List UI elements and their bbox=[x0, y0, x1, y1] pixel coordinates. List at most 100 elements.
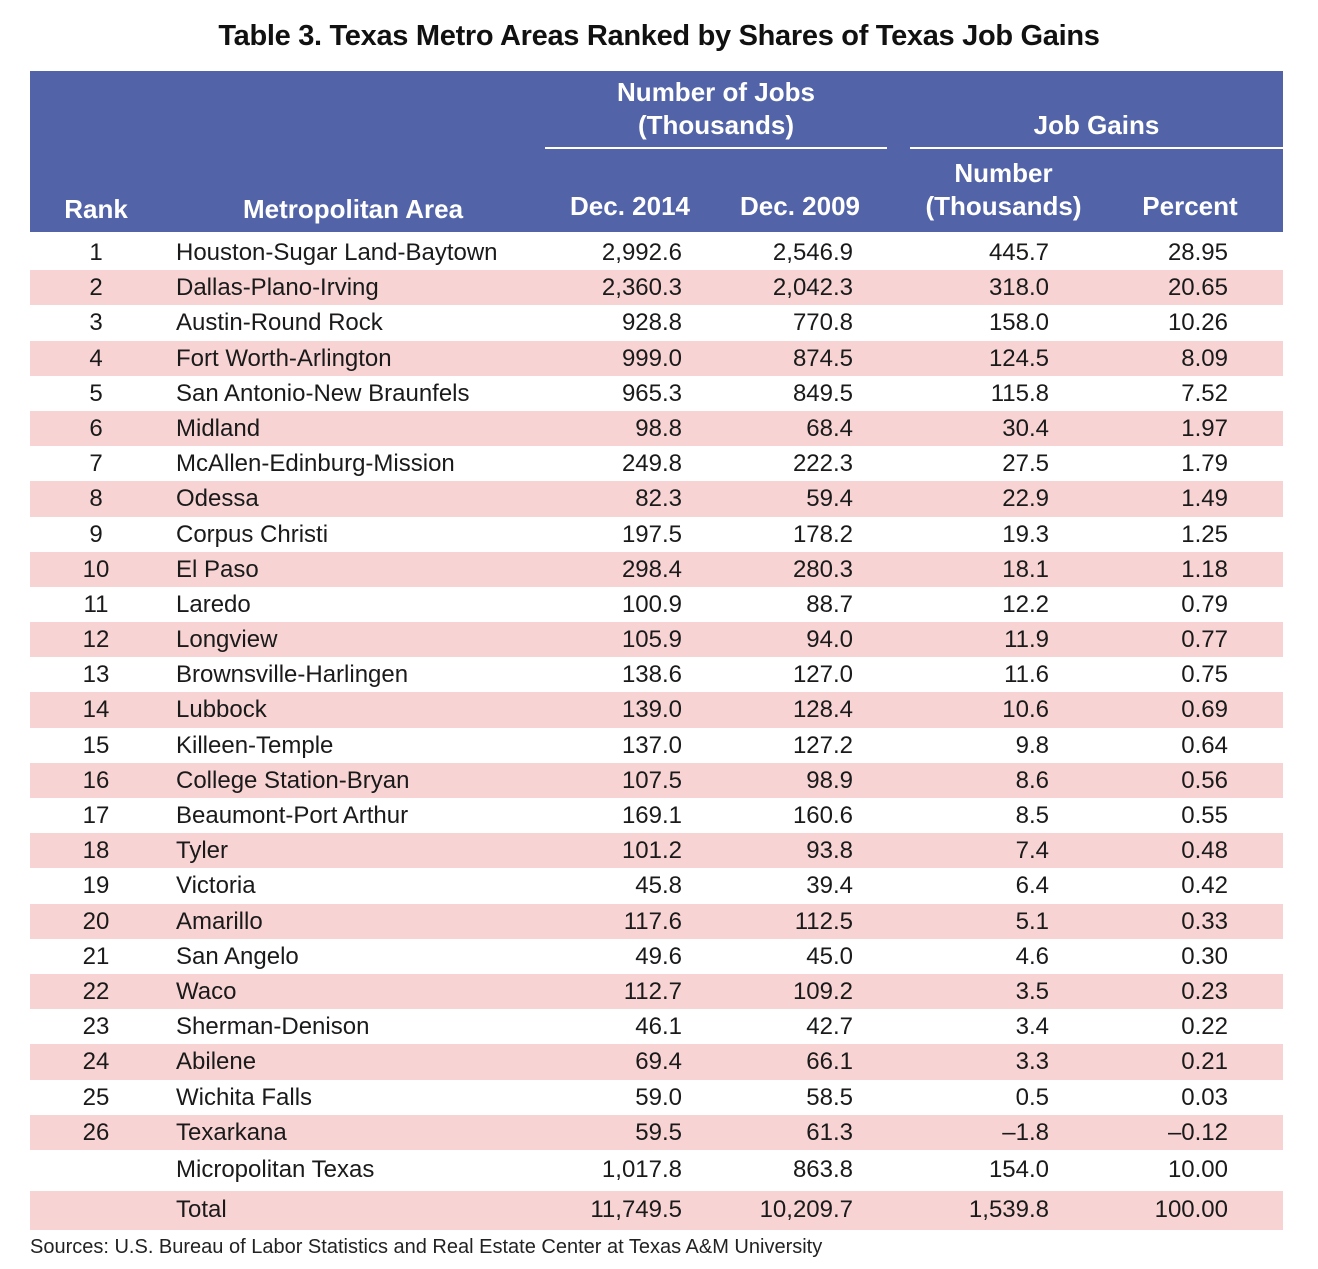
header-area: Metropolitan Area bbox=[242, 194, 464, 224]
rank-cell: 6 bbox=[89, 414, 103, 442]
gain-percent-cell: 1.25 bbox=[1181, 520, 1228, 548]
area-cell: Odessa bbox=[176, 485, 259, 513]
dec2009-cell: 849.5 bbox=[792, 379, 853, 407]
gain-number-cell: 154.0 bbox=[988, 1155, 1049, 1183]
rank-cell: 17 bbox=[82, 802, 110, 829]
dec2009-cell: 93.8 bbox=[806, 837, 853, 865]
table-row: 2 Dallas-Plano-Irving 2,360.3 2,042.3 318.0 2… bbox=[30, 270, 1283, 306]
header-percent: Percent bbox=[1142, 191, 1238, 221]
table-row: 5 San Antonio-New Braunfels 965.3 849.5 115.… bbox=[30, 376, 1283, 411]
gain-percent-cell: 1.18 bbox=[1181, 555, 1228, 583]
rank-cell: 15 bbox=[82, 731, 110, 759]
dec2014-cell: 2,360.3 bbox=[601, 274, 682, 302]
gain-percent-cell: 0.48 bbox=[1181, 837, 1228, 865]
gain-percent-cell: –0.12 bbox=[1167, 1118, 1228, 1146]
dec2009-cell: 128.4 bbox=[792, 696, 853, 724]
area-cell: Abilene bbox=[176, 1048, 257, 1076]
area-cell: Sherman-Denison bbox=[176, 1013, 370, 1041]
dec2014-cell: 59.0 bbox=[635, 1083, 682, 1111]
dec2009-cell: 45.0 bbox=[806, 942, 853, 970]
rank-cell: 7 bbox=[89, 450, 103, 478]
gain-percent-cell: 0.30 bbox=[1181, 942, 1228, 970]
rank-cell: 11 bbox=[83, 590, 109, 618]
dec2014-cell: 105.9 bbox=[621, 626, 682, 654]
header-rule-gains bbox=[910, 147, 1283, 149]
dec2009-cell: 280.3 bbox=[792, 555, 853, 583]
header-group-jobs-line2: (Thousands) bbox=[638, 110, 794, 140]
table-row: 13 Brownsville-Harlingen 138.6 127.0 11.6 0.7… bbox=[30, 657, 1283, 692]
dec2009-cell: 127.0 bbox=[792, 661, 853, 689]
table-row: 24 Abilene 69.4 66.1 3.3 0.21 bbox=[30, 1044, 1283, 1080]
table-row: 18 Tyler 101.2 93.8 7.4 0.48 bbox=[30, 833, 1283, 869]
table-row: 19 Victoria 45.8 39.4 6.4 0.42 bbox=[30, 868, 1283, 903]
gain-percent-cell: 0.03 bbox=[1181, 1083, 1228, 1111]
gain-percent-cell: 100.00 bbox=[1154, 1195, 1228, 1223]
dec2009-cell: 68.4 bbox=[806, 414, 853, 442]
dec2014-cell: 965.3 bbox=[621, 379, 682, 407]
gain-percent-cell: 20.65 bbox=[1167, 274, 1228, 302]
rank-cell: 22 bbox=[82, 977, 110, 1005]
table-row: 22 Waco 112.7 109.2 3.5 0.23 bbox=[30, 973, 1283, 1010]
dec2009-cell: 88.7 bbox=[806, 590, 853, 618]
table-row: 7 McAllen-Edinburg-Mission 249.8 222.3 27.5 1… bbox=[30, 446, 1283, 481]
dec2014-cell: 49.6 bbox=[635, 942, 682, 970]
source-note: Sources: U.S. Bureau of Labor Statistics… bbox=[30, 1236, 823, 1258]
gain-number-cell: 10.6 bbox=[1002, 696, 1049, 724]
dec2014-cell: 138.6 bbox=[621, 661, 682, 689]
header-group-jobs-line1: Number of Jobs bbox=[617, 77, 815, 107]
dec2014-cell: 100.9 bbox=[621, 590, 682, 618]
rank-cell: 2 bbox=[89, 274, 103, 302]
rank-cell: 26 bbox=[82, 1118, 110, 1146]
dec2009-cell: 160.6 bbox=[792, 802, 853, 829]
table-body: 1 Houston-Sugar Land-Baytown 2,992.6 2,546.… bbox=[30, 235, 1283, 1230]
dec2009-cell: 59.4 bbox=[806, 485, 853, 513]
rank-cell: 24 bbox=[82, 1048, 110, 1076]
dec2014-cell: 169.1 bbox=[621, 802, 682, 829]
dec2009-cell: 770.8 bbox=[792, 309, 853, 337]
rank-cell: 10 bbox=[82, 555, 110, 583]
dec2009-cell: 94.0 bbox=[806, 626, 853, 654]
table-row: 9 Corpus Christi 197.5 178.2 19.3 1.25 bbox=[30, 517, 1283, 552]
gain-percent-cell: 10.26 bbox=[1167, 309, 1228, 337]
rank-cell: 9 bbox=[89, 520, 103, 548]
gain-percent-cell: 0.69 bbox=[1181, 696, 1228, 724]
dec2009-cell: 109.2 bbox=[792, 977, 853, 1005]
table-row: 25 Wichita Falls 59.0 58.5 0.5 0.03 bbox=[30, 1080, 1283, 1115]
dec2009-cell: 66.1 bbox=[806, 1048, 853, 1076]
rank-cell: 3 bbox=[89, 309, 103, 337]
area-cell: Austin-Round Rock bbox=[176, 309, 383, 337]
rank-cell: 14 bbox=[82, 696, 110, 724]
header-group-gains: Job Gains bbox=[1033, 110, 1160, 140]
dec2009-cell: 178.2 bbox=[792, 520, 853, 548]
rank-cell: 1 bbox=[89, 239, 103, 266]
area-cell: Total bbox=[176, 1195, 227, 1223]
gain-percent-cell: 0.75 bbox=[1181, 661, 1228, 689]
table-row: 8 Odessa 82.3 59.4 22.9 1.49 bbox=[30, 481, 1283, 517]
table-row: 26 Texarkana 59.5 61.3 –1.8 –0.12 bbox=[30, 1114, 1283, 1150]
area-cell: Corpus Christi bbox=[176, 520, 329, 548]
gain-number-cell: 0.5 bbox=[1015, 1083, 1049, 1111]
gain-percent-cell: 0.56 bbox=[1181, 766, 1228, 794]
gain-percent-cell: 28.95 bbox=[1167, 239, 1228, 266]
gain-number-cell: 115.8 bbox=[990, 379, 1049, 407]
gain-percent-cell: 1.97 bbox=[1181, 414, 1228, 442]
dec2009-cell: 874.5 bbox=[792, 344, 853, 372]
table-row: 3 Austin-Round Rock 928.8 770.8 158.0 10.26 bbox=[30, 305, 1283, 340]
table-row: Micropolitan Texas 1,017.8 863.8 154.0 10.00 bbox=[30, 1151, 1283, 1189]
gain-percent-cell: 1.79 bbox=[1181, 450, 1228, 478]
rank-cell: 25 bbox=[82, 1083, 110, 1111]
header-rule-jobs bbox=[545, 147, 887, 149]
gain-number-cell: 7.4 bbox=[1015, 837, 1049, 865]
gain-number-cell: 27.5 bbox=[1002, 450, 1049, 478]
total-row: Total 11,749.5 10,209.7 1,539.8 100.00 bbox=[30, 1190, 1283, 1230]
gain-number-cell: 3.3 bbox=[1015, 1048, 1049, 1076]
header-number-line2: (Thousands) bbox=[925, 191, 1082, 221]
area-cell: Amarillo bbox=[176, 907, 263, 935]
area-cell: Longview bbox=[176, 626, 278, 654]
dec2009-cell: 863.8 bbox=[792, 1155, 853, 1183]
area-cell: San Antonio-New Braunfels bbox=[176, 379, 470, 407]
gain-percent-cell: 8.09 bbox=[1181, 344, 1228, 372]
gain-number-cell: 9.8 bbox=[1015, 731, 1049, 759]
gain-number-cell: –1.8 bbox=[1002, 1118, 1049, 1146]
rank-cell: 21 bbox=[82, 942, 110, 970]
